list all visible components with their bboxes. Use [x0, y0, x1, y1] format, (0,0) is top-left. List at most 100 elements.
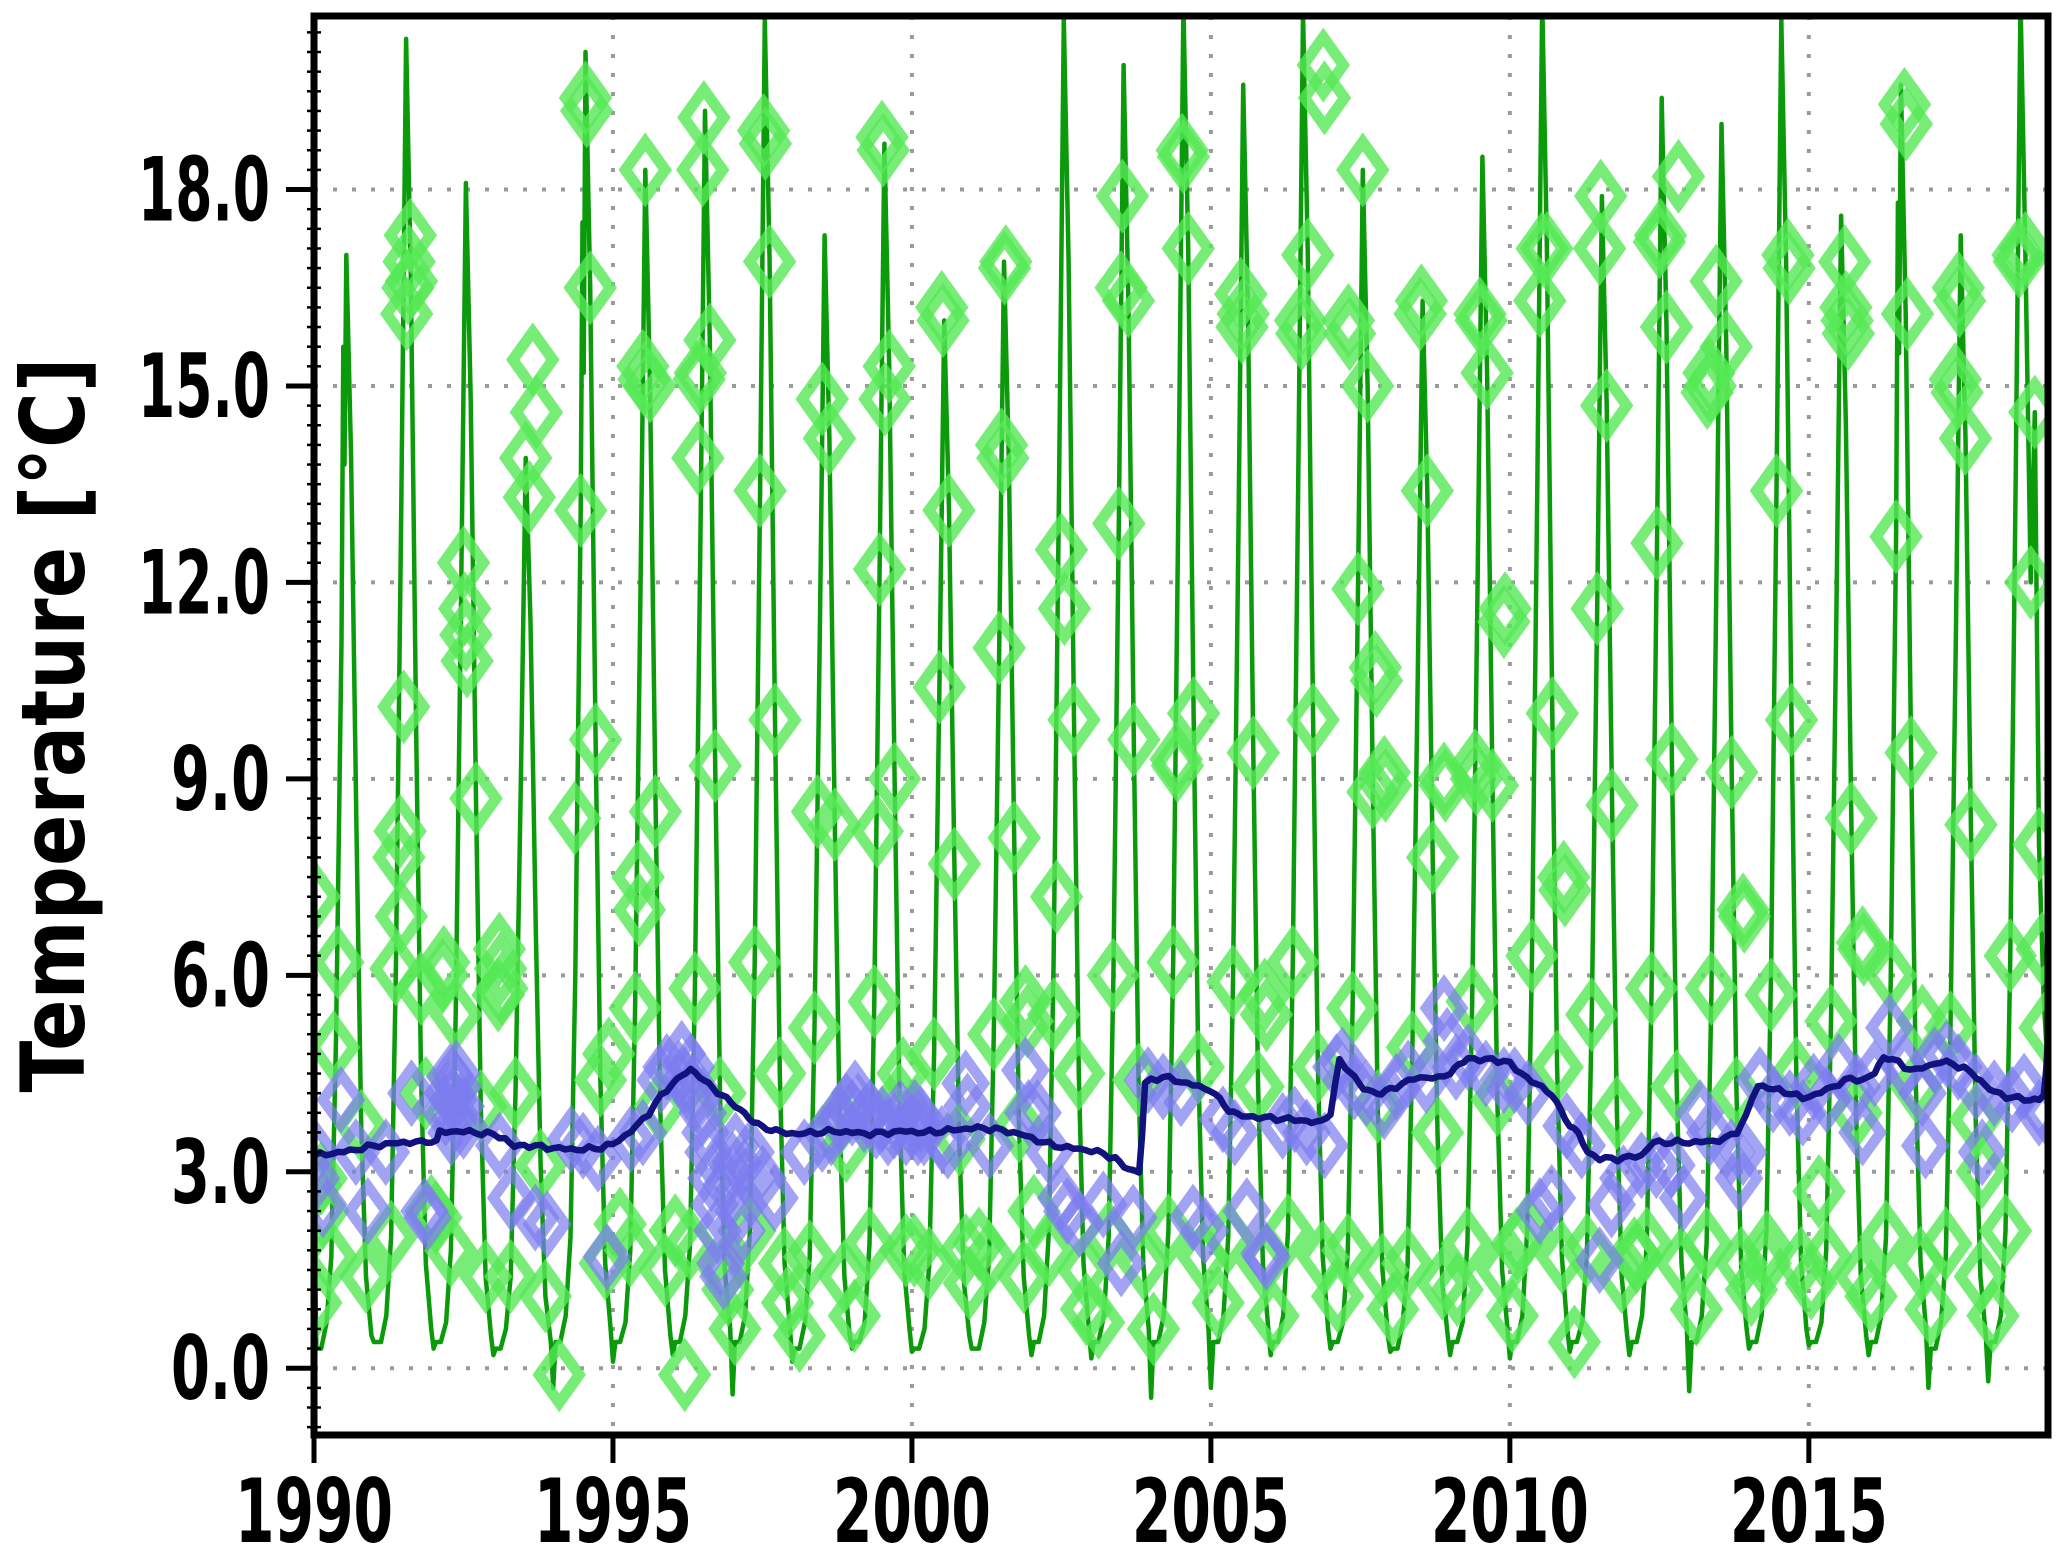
diamond-marker [424, 1212, 478, 1288]
diamond-marker [608, 970, 662, 1046]
diamond-marker [1037, 571, 1092, 647]
diamond-marker [314, 1219, 359, 1295]
diamond-marker [738, 106, 793, 182]
diamond-marker [852, 531, 907, 607]
diamond-marker [369, 931, 423, 1007]
diamond-marker [2012, 806, 2048, 882]
diamond-marker [1704, 734, 1759, 810]
x-tick-label: 2015 [1730, 1460, 1888, 1550]
diamond-marker [1590, 1075, 1644, 1151]
diamond-marker [502, 459, 557, 535]
diamond-marker [1460, 335, 1514, 411]
diamond-marker [927, 826, 982, 902]
diamond-marker [962, 1219, 1016, 1295]
diamond-marker [1349, 643, 1404, 719]
x-tick-label: 1990 [235, 1460, 393, 1550]
diamond-marker [582, 1016, 636, 1092]
y-tick-label: 3.0 [171, 1121, 270, 1224]
diamond-marker [1321, 283, 1376, 358]
diamond-marker [1538, 852, 1592, 928]
y-tick-label: 15.0 [138, 335, 270, 438]
diamond-marker [2008, 374, 2048, 450]
diamond-marker [1340, 348, 1395, 424]
diamond-marker [1086, 937, 1141, 1013]
diamond-marker [1092, 486, 1146, 561]
diamond-marker [582, 1222, 632, 1291]
diamond-marker [1478, 571, 1532, 647]
diamond-marker [1430, 1252, 1484, 1328]
diamond-marker [616, 328, 670, 404]
diamond-marker [1966, 1278, 2020, 1354]
diamond-marker [742, 224, 797, 300]
x-tick-label: 2000 [833, 1460, 991, 1550]
diamond-marker [2014, 1078, 2048, 1147]
diamond-marker [376, 669, 431, 745]
diamond-marker [907, 1016, 961, 1092]
diamond-marker [1096, 1229, 1146, 1298]
diamond-marker [1419, 974, 1469, 1043]
diamond-marker [316, 1065, 366, 1134]
diamond-marker [923, 1111, 973, 1180]
diamond-marker [559, 73, 614, 149]
diamond-marker [683, 302, 737, 378]
diamond-marker [618, 132, 673, 208]
diamond-marker [314, 1009, 361, 1085]
diamond-marker [748, 682, 802, 758]
diamond-marker [1336, 132, 1390, 208]
axes: 0.0 3.0 6.0 9.0 12.0 15.0 18.0 1990 1995 2000 2005… [138, 12, 2052, 1550]
diamond-marker [1071, 1284, 1126, 1360]
y-axis-title: Temperature [°C] [2, 358, 105, 1093]
diamond-marker [532, 1337, 586, 1413]
diamond-marker [387, 1059, 436, 1128]
diamond-marker [618, 1098, 668, 1167]
x-tick-label: 1995 [534, 1460, 692, 1550]
diamond-marker [1932, 263, 1987, 339]
diamond-marker [717, 1196, 766, 1265]
diamond-marker [1749, 453, 1804, 529]
diamond-marker [1938, 400, 1993, 476]
diamond-marker [1226, 715, 1281, 791]
diamond-marker [1296, 27, 1351, 103]
diamond-marker [1500, 1193, 1554, 1269]
diamond-marker [992, 1088, 1046, 1164]
diamond-marker [1206, 944, 1260, 1020]
diamond-marker [1325, 970, 1380, 1046]
diamond-marker [473, 931, 528, 1007]
diamond-marker [1957, 1118, 2007, 1187]
diamond-marker [867, 741, 922, 817]
diamond-marker [850, 793, 905, 869]
diamond-marker [1799, 1219, 1853, 1295]
diamond-marker [568, 702, 623, 778]
diamond-marker [1237, 957, 1292, 1033]
diamond-marker [974, 407, 1029, 483]
diamond-marker [1322, 296, 1377, 372]
diamond-marker [1880, 276, 1935, 352]
diamond-marker [1837, 911, 1891, 987]
diamond-marker [1978, 1193, 2033, 1269]
diamond-marker [1422, 1006, 1472, 1075]
diamond-marker [668, 950, 722, 1026]
diamond-marker [1624, 950, 1679, 1026]
diamond-marker [1107, 702, 1161, 778]
diamond-marker [1286, 682, 1340, 758]
diamond-marker [1820, 283, 1874, 358]
diamond-marker [827, 1278, 882, 1354]
diamond-marker [782, 1219, 837, 1295]
diamond-marker [862, 328, 916, 404]
diamond-marker [510, 1183, 560, 1252]
diamond-marker [1485, 1278, 1540, 1354]
diamond-marker [1465, 747, 1520, 823]
diamond-marker [1321, 1212, 1375, 1288]
diamond-marker [1410, 1095, 1465, 1170]
diamond-marker [1944, 787, 1998, 863]
diamond-marker [1645, 721, 1699, 797]
diamond-marker [1821, 296, 1876, 372]
diamond-marker [1919, 1206, 1973, 1282]
diamond-marker [2003, 544, 2048, 620]
diamond-marker [1819, 269, 1873, 345]
diamond-marker [1146, 924, 1200, 1000]
diamond-marker [440, 623, 494, 699]
plot-border [310, 12, 2052, 1439]
diamond-marker [486, 1164, 536, 1232]
diamond-marker [431, 1039, 481, 1108]
